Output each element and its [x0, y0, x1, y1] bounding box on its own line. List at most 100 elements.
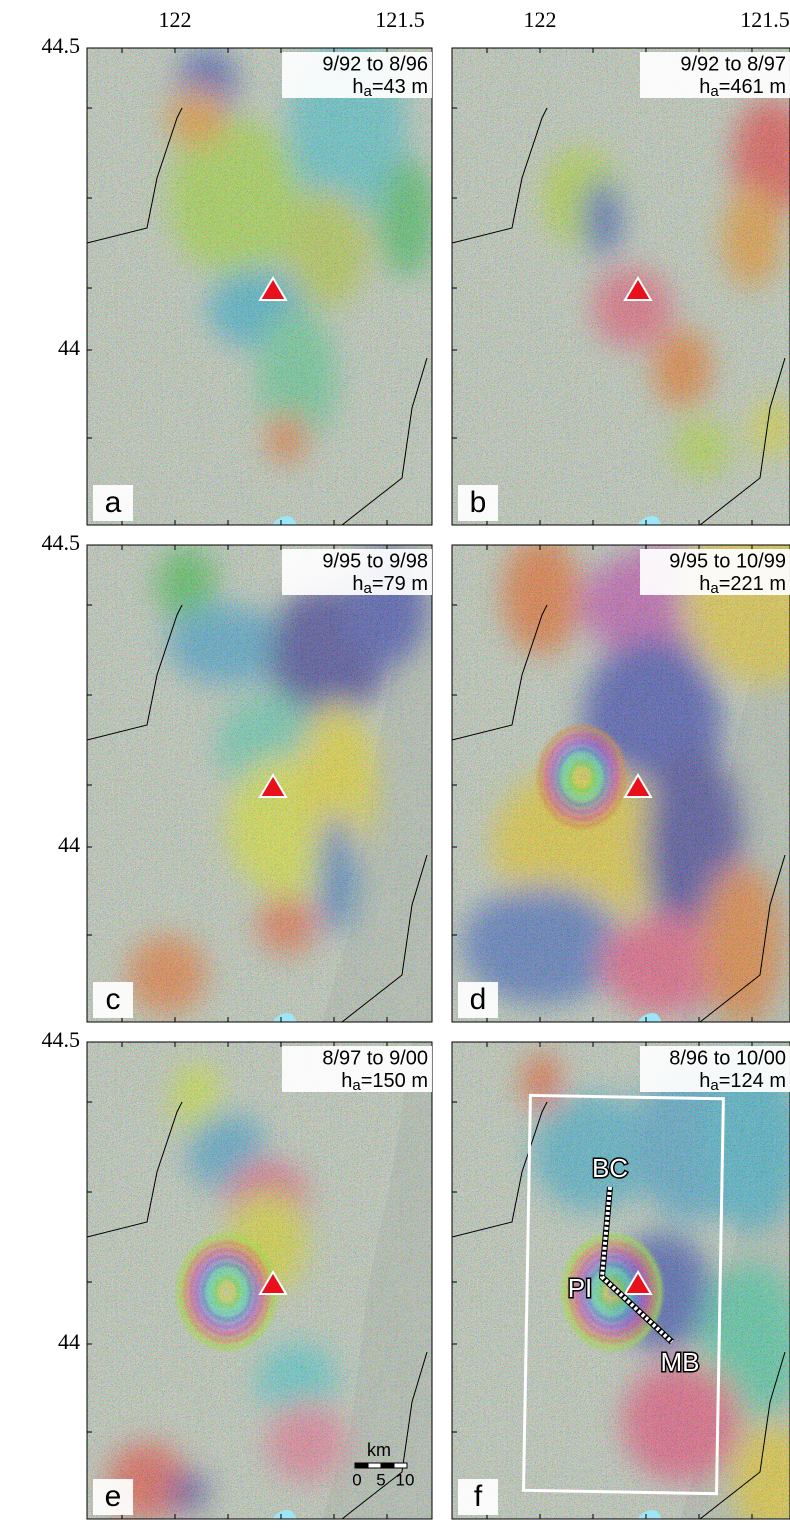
date-box	[282, 1046, 432, 1092]
panel-letter: a	[105, 486, 122, 519]
scale-segment	[380, 1462, 395, 1469]
panel-frame	[451, 1041, 790, 1520]
river	[699, 1351, 786, 1519]
latitude-label: 44.5	[42, 1027, 81, 1052]
speckle	[87, 545, 432, 1022]
longitude-label: 121.5	[375, 7, 425, 32]
lake	[272, 1013, 297, 1022]
height-subscript: a	[364, 580, 373, 597]
latitude-label: 44	[58, 335, 80, 360]
height-ambiguity: ha=150 m	[341, 1070, 428, 1094]
letter-box	[93, 982, 133, 1018]
scale-label: 0	[352, 1470, 361, 1489]
scale-unit: km	[367, 1440, 391, 1460]
volcano-marker	[623, 773, 653, 798]
height-ambiguity: ha=221 m	[699, 573, 786, 597]
letter-box	[458, 982, 498, 1018]
boundary	[87, 1101, 183, 1238]
volcano-marker	[258, 1270, 288, 1295]
volcano-marker	[623, 1270, 653, 1295]
height-ambiguity: ha=43 m	[352, 76, 428, 100]
lake	[272, 516, 297, 525]
river	[699, 854, 786, 1022]
scale-segment	[367, 1462, 382, 1469]
speckle	[452, 1042, 790, 1519]
height-subscript: a	[710, 580, 719, 597]
speckle	[87, 1042, 432, 1519]
profile-line	[599, 1186, 674, 1344]
panel-frame	[86, 544, 433, 1023]
longitude-label: 122	[524, 7, 557, 32]
interferogram	[452, 1042, 790, 1519]
profile-label: BC	[592, 1153, 628, 1183]
interferogram	[87, 545, 432, 1022]
height-symbol: h	[699, 573, 710, 595]
panel-letter: b	[470, 486, 487, 519]
boundary	[452, 604, 548, 741]
date-range: 9/95 to 9/98	[322, 550, 428, 572]
profile-label: PI	[568, 1273, 593, 1303]
panel-frame	[86, 1041, 433, 1520]
longitude-label: 121.5	[740, 7, 790, 32]
interferogram	[452, 545, 790, 1022]
boundary	[87, 107, 183, 244]
letter-box	[458, 1479, 498, 1515]
lake	[272, 1510, 297, 1519]
volcano-marker	[258, 276, 288, 301]
letter-box	[93, 485, 133, 521]
height-symbol: h	[699, 1070, 710, 1092]
date-box	[282, 52, 432, 98]
date-range: 9/92 to 8/97	[680, 53, 786, 75]
lake	[637, 1013, 662, 1022]
height-value: =124 m	[719, 1070, 786, 1092]
height-subscript: a	[352, 1077, 361, 1094]
river	[341, 854, 428, 1022]
volcano-marker	[623, 276, 653, 301]
boundary	[452, 1101, 548, 1238]
height-value: =43 m	[372, 76, 428, 98]
scale-label: 10	[396, 1470, 415, 1489]
height-symbol: h	[341, 1070, 352, 1092]
height-subscript: a	[710, 1077, 719, 1094]
speckle	[87, 48, 432, 525]
interferogram	[452, 48, 790, 525]
study-box	[521, 1093, 725, 1496]
height-value: =221 m	[719, 573, 786, 595]
height-ambiguity: ha=461 m	[699, 76, 786, 100]
height-symbol: h	[699, 76, 710, 98]
longitude-label: 122	[159, 7, 192, 32]
date-box	[640, 549, 790, 595]
speckle	[452, 48, 790, 525]
latitude-label: 44	[58, 1329, 80, 1354]
interferogram	[87, 1042, 432, 1519]
scale-segment	[354, 1462, 369, 1469]
latitude-label: 44.5	[42, 530, 81, 555]
river	[341, 357, 428, 525]
lake	[637, 516, 662, 525]
height-symbol: h	[352, 573, 363, 595]
panel-letter: d	[470, 983, 487, 1016]
date-range: 8/97 to 9/00	[322, 1047, 428, 1069]
interferogram	[87, 48, 432, 525]
date-range: 9/92 to 8/96	[322, 53, 428, 75]
boundary	[452, 107, 548, 244]
scale-segment	[393, 1462, 408, 1469]
latitude-label: 44.5	[42, 33, 81, 58]
scale-label: 5	[376, 1470, 385, 1489]
height-ambiguity: ha=79 m	[352, 573, 428, 597]
panel-letter: f	[474, 1480, 483, 1513]
speckle	[452, 545, 790, 1022]
date-box	[640, 52, 790, 98]
boundary	[87, 604, 183, 741]
letter-box	[458, 485, 498, 521]
height-value: =150 m	[361, 1070, 428, 1092]
height-value: =79 m	[372, 573, 428, 595]
profile-label: MB	[661, 1347, 700, 1377]
lake	[637, 1510, 662, 1519]
panel-frame	[451, 47, 790, 526]
